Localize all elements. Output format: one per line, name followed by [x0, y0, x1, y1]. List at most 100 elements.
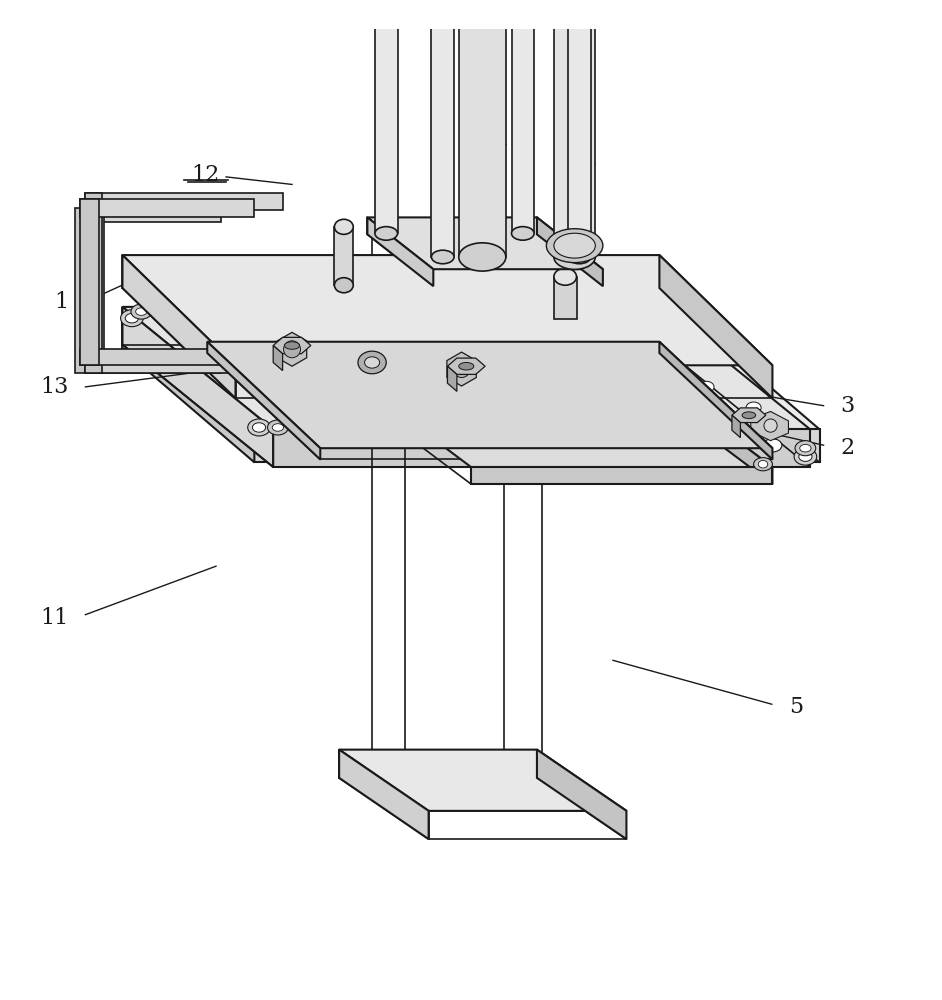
Polygon shape	[358, 382, 772, 467]
Polygon shape	[122, 307, 273, 467]
Ellipse shape	[284, 341, 300, 358]
Ellipse shape	[763, 439, 782, 452]
Polygon shape	[80, 199, 99, 365]
Polygon shape	[375, 0, 398, 233]
Polygon shape	[85, 356, 283, 373]
Ellipse shape	[568, 250, 591, 264]
Ellipse shape	[663, 302, 684, 317]
Polygon shape	[122, 316, 820, 429]
Polygon shape	[75, 208, 104, 373]
Ellipse shape	[136, 308, 147, 315]
Polygon shape	[122, 307, 810, 429]
Polygon shape	[659, 255, 772, 398]
Polygon shape	[89, 208, 221, 222]
Polygon shape	[254, 429, 820, 462]
Ellipse shape	[718, 416, 733, 427]
Polygon shape	[751, 411, 788, 441]
Polygon shape	[732, 415, 740, 438]
Polygon shape	[85, 193, 102, 373]
Polygon shape	[537, 217, 603, 286]
Ellipse shape	[764, 419, 777, 432]
Ellipse shape	[462, 384, 480, 397]
Polygon shape	[568, 0, 591, 257]
Polygon shape	[207, 342, 772, 448]
Ellipse shape	[575, 352, 593, 365]
Ellipse shape	[595, 384, 610, 395]
Ellipse shape	[453, 361, 470, 378]
Polygon shape	[122, 255, 236, 398]
Text: 5: 5	[789, 696, 803, 718]
Ellipse shape	[349, 384, 367, 397]
Ellipse shape	[322, 353, 337, 364]
Ellipse shape	[546, 229, 603, 263]
Ellipse shape	[605, 396, 620, 408]
Polygon shape	[85, 193, 283, 210]
Polygon shape	[334, 227, 353, 285]
Ellipse shape	[546, 368, 565, 381]
Ellipse shape	[131, 304, 152, 319]
Polygon shape	[89, 359, 221, 373]
Ellipse shape	[624, 369, 639, 380]
Polygon shape	[554, 0, 595, 257]
Text: 12: 12	[191, 164, 219, 186]
Polygon shape	[122, 316, 254, 462]
Ellipse shape	[746, 402, 761, 413]
Ellipse shape	[482, 384, 497, 395]
Ellipse shape	[435, 353, 450, 364]
Polygon shape	[659, 382, 772, 484]
Ellipse shape	[567, 336, 582, 347]
Ellipse shape	[554, 268, 577, 285]
Ellipse shape	[320, 368, 339, 381]
Text: 13: 13	[41, 376, 69, 398]
Polygon shape	[122, 255, 772, 365]
Ellipse shape	[795, 441, 816, 456]
Ellipse shape	[575, 384, 593, 397]
Ellipse shape	[742, 412, 755, 419]
Ellipse shape	[554, 245, 595, 269]
Polygon shape	[367, 217, 603, 269]
Ellipse shape	[800, 444, 811, 452]
Ellipse shape	[334, 278, 353, 293]
Ellipse shape	[350, 336, 365, 347]
Ellipse shape	[414, 399, 433, 412]
Ellipse shape	[554, 233, 595, 258]
Ellipse shape	[754, 458, 772, 471]
Ellipse shape	[661, 344, 676, 355]
Polygon shape	[80, 199, 254, 217]
Polygon shape	[367, 217, 433, 286]
Polygon shape	[732, 408, 766, 423]
Polygon shape	[277, 332, 307, 366]
Ellipse shape	[727, 431, 742, 443]
Polygon shape	[447, 352, 477, 386]
Ellipse shape	[248, 419, 270, 436]
Text: 3: 3	[840, 395, 855, 417]
Ellipse shape	[511, 389, 526, 400]
Polygon shape	[447, 366, 457, 391]
Ellipse shape	[512, 227, 534, 240]
Polygon shape	[659, 342, 772, 459]
Ellipse shape	[284, 342, 300, 349]
Ellipse shape	[548, 353, 563, 364]
Ellipse shape	[272, 424, 284, 431]
Polygon shape	[339, 750, 626, 811]
Ellipse shape	[794, 448, 817, 465]
Polygon shape	[537, 750, 626, 839]
Ellipse shape	[273, 324, 292, 337]
Ellipse shape	[799, 452, 812, 461]
Ellipse shape	[252, 423, 266, 432]
Ellipse shape	[462, 352, 480, 365]
Ellipse shape	[431, 250, 454, 264]
Ellipse shape	[375, 227, 398, 240]
Ellipse shape	[699, 381, 714, 393]
Ellipse shape	[463, 336, 479, 347]
Ellipse shape	[511, 369, 526, 380]
Polygon shape	[339, 750, 429, 839]
Text: 1: 1	[55, 291, 68, 313]
Ellipse shape	[179, 335, 198, 348]
Ellipse shape	[398, 369, 413, 380]
Ellipse shape	[121, 310, 143, 327]
Ellipse shape	[433, 368, 452, 381]
Text: 2: 2	[841, 437, 854, 459]
Polygon shape	[459, 0, 506, 257]
Ellipse shape	[365, 357, 380, 368]
